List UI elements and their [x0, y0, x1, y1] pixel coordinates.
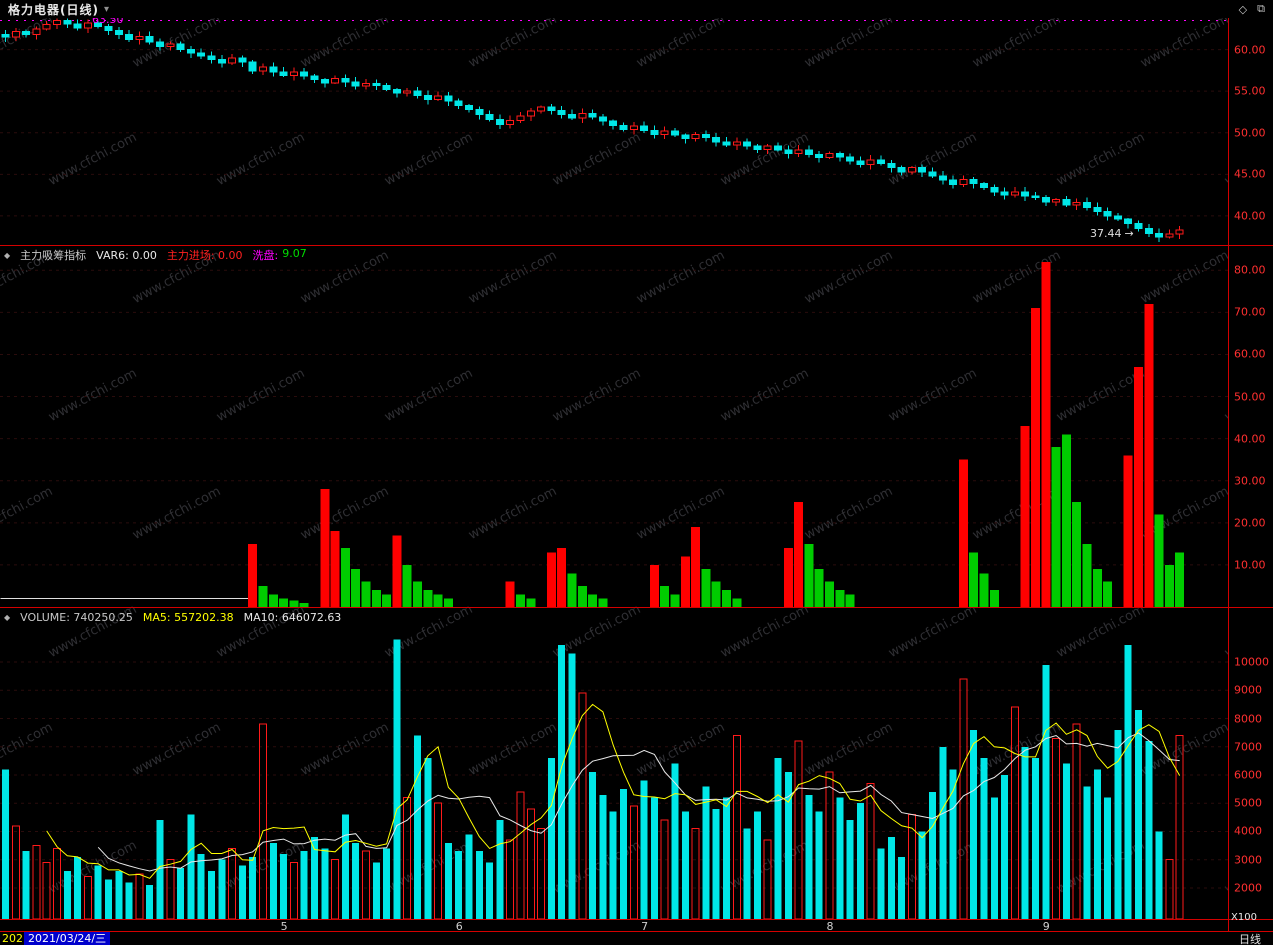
- axis-label: 8000: [1234, 712, 1262, 726]
- axis-label: 30.00: [1234, 474, 1266, 488]
- indicator-bars-layer: [0, 261, 1185, 607]
- axis-label: 10000: [1234, 655, 1269, 669]
- current-date-chip[interactable]: 2021/03/24/三: [24, 932, 111, 945]
- axis-label: 70.00: [1234, 305, 1266, 319]
- axis-label: 4000: [1234, 824, 1262, 838]
- axis-vertical-line: [1228, 18, 1229, 931]
- panel-separator: [0, 245, 1273, 246]
- indicator-wash-label: 洗盘:: [252, 249, 279, 262]
- axis-label: 7000: [1234, 740, 1262, 754]
- indicator-header: ◆ 主力吸筹指标 VAR6: 0.00 主力进场: 0.00 洗盘: 9.07: [4, 247, 307, 262]
- axis-label: 40.00: [1234, 209, 1266, 223]
- right-axis-column: 60.00 55.00 50.00 45.00 40.00 80.00 70.00 60.00…: [1229, 0, 1273, 945]
- volume-header: ◆ VOLUME: 740250.25 MA5: 557202.38 MA10:…: [4, 610, 341, 624]
- status-bar: 202 2021/03/24/三 日线: [0, 932, 1273, 945]
- indicator-entry-value: 主力进场: 0.00: [166, 249, 243, 262]
- month-label: 8: [826, 920, 834, 933]
- diamond-icon[interactable]: ◇: [1238, 2, 1248, 16]
- axis-label: 20.00: [1234, 516, 1266, 530]
- panel-collapse-icon[interactable]: ◆: [4, 250, 11, 260]
- volume-unit-label: X100: [1231, 912, 1257, 923]
- title-bar: 格力电器(日线) ▾ ◇ ⧉: [0, 0, 1273, 18]
- axis-label: 2000: [1234, 881, 1262, 895]
- axis-label: 45.00: [1234, 167, 1266, 181]
- panel-separator: [0, 931, 1273, 932]
- volume-bars-layer: [2, 639, 1184, 920]
- month-label: 6: [455, 920, 463, 933]
- date-prefix: 202: [2, 932, 23, 945]
- indicator-wash-value: 9.07: [282, 247, 307, 260]
- month-label: 7: [641, 920, 649, 933]
- axis-label: 3000: [1234, 853, 1262, 867]
- window-title: 格力电器(日线): [8, 2, 99, 17]
- volume-value: VOLUME: 740250.25: [20, 610, 133, 624]
- month-label: 5: [280, 920, 288, 933]
- axis-label: 5000: [1234, 796, 1262, 810]
- axis-label: 10.00: [1234, 558, 1266, 572]
- period-label[interactable]: 日线: [1239, 932, 1261, 945]
- axis-label: 50.00: [1234, 390, 1266, 404]
- axis-label: 60.00: [1234, 347, 1266, 361]
- dropdown-icon[interactable]: ▾: [103, 3, 110, 15]
- window-restore-icon[interactable]: ⧉: [1257, 2, 1265, 15]
- axis-label: 9000: [1234, 683, 1262, 697]
- axis-label: 6000: [1234, 768, 1262, 782]
- ma-lines-layer: [46, 703, 1181, 879]
- candles-layer: [1, 18, 1184, 242]
- panel-collapse-icon[interactable]: ◆: [4, 612, 11, 622]
- x-axis-line: [0, 919, 1273, 920]
- arrow-right-icon: →: [1124, 227, 1134, 240]
- axis-label: 55.00: [1234, 84, 1266, 98]
- indicator-var6-value: VAR6: 0.00: [96, 248, 157, 262]
- panel-separator: [0, 607, 1273, 608]
- indicator-name: 主力吸筹指标: [20, 249, 87, 262]
- volume-ma10-value: MA10: 646072.63: [243, 610, 342, 624]
- axis-label: 40.00: [1234, 432, 1266, 446]
- axis-label: 80.00: [1234, 263, 1266, 277]
- month-label: 9: [1042, 920, 1050, 933]
- low-price-marker: 37.44 →: [1090, 227, 1134, 240]
- axis-label: 50.00: [1234, 126, 1266, 140]
- low-price-value: 37.44: [1090, 227, 1122, 240]
- axis-label: 60.00: [1234, 43, 1266, 57]
- volume-ma5-value: MA5: 557202.38: [142, 610, 234, 624]
